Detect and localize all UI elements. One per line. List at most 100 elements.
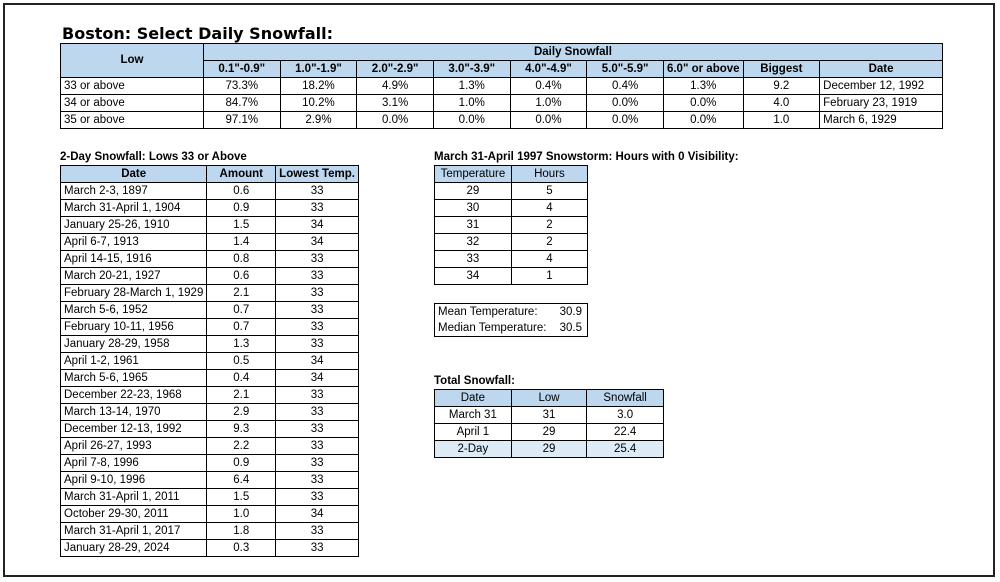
table-cell: April 14-15, 1916 bbox=[59, 250, 208, 268]
total-snowfall-title: Total Snowfall: bbox=[434, 375, 515, 387]
table-cell: March 5-6, 1965 bbox=[59, 369, 208, 387]
daily-snowfall-table: Low Daily Snowfall 0.1"-0.9" 1.0"-1.9" 2.0… bbox=[60, 43, 944, 129]
table-cell: 0.4 bbox=[206, 369, 277, 387]
table-cell: 0.8 bbox=[206, 250, 277, 268]
table-cell: 0.0% bbox=[662, 111, 744, 129]
table-cell: March 6, 1929 bbox=[819, 111, 943, 129]
table-row: 34 1 bbox=[434, 267, 589, 285]
table-cell: 33 bbox=[275, 250, 359, 268]
table-cell: 31 bbox=[434, 216, 512, 234]
table-cell: 2-Day bbox=[434, 440, 512, 458]
table-cell: 0.0% bbox=[432, 111, 511, 129]
table-row: January 25-26, 1910 1.5 34 bbox=[59, 216, 359, 234]
table-cell: April 7-8, 1996 bbox=[59, 454, 208, 472]
table-row: December 22-23, 1968 2.1 33 bbox=[59, 386, 359, 404]
table-cell: March 20-21, 1927 bbox=[59, 267, 208, 285]
table-cell: 1 bbox=[510, 267, 589, 285]
total-snowfall-table: Date Low Snowfall March 31 31 3.0 April 1 29 22… bbox=[434, 389, 664, 458]
table-cell: 1.3% bbox=[432, 77, 511, 95]
daily-snowfall-header: Daily Snowfall bbox=[202, 43, 944, 61]
table-row: April 1 29 22.4 bbox=[434, 423, 664, 441]
low-header: Low bbox=[60, 43, 204, 78]
column-header: Date bbox=[59, 165, 208, 183]
table-cell: 0.5 bbox=[206, 352, 277, 370]
table-row: April 6-7, 1913 1.4 34 bbox=[59, 233, 359, 251]
table-cell: 35 or above bbox=[60, 111, 204, 129]
table-cell: 1.0% bbox=[509, 94, 588, 112]
table-cell: 34 bbox=[275, 505, 359, 523]
table-cell: 34 bbox=[434, 267, 512, 285]
table-cell: March 5-6, 1952 bbox=[59, 301, 208, 319]
table-cell: March 2-3, 1897 bbox=[59, 182, 208, 200]
table-cell: 33 bbox=[275, 539, 359, 557]
table-cell: 1.0 bbox=[742, 111, 821, 129]
table-row: March 31 31 3.0 bbox=[434, 406, 664, 424]
table-cell: 0.6 bbox=[206, 182, 277, 200]
table-cell: 33 bbox=[275, 471, 359, 489]
table-cell: 1.3 bbox=[206, 335, 277, 353]
table-cell: 4 bbox=[510, 199, 589, 217]
table-row: 33 or above 73.3% 18.2% 4.9% 1.3% 0.4% 0.4% 1.3… bbox=[60, 77, 943, 95]
table-cell: 97.1% bbox=[202, 111, 281, 129]
two-day-title: 2-Day Snowfall: Lows 33 or Above bbox=[60, 151, 247, 163]
table-cell: 33 bbox=[275, 335, 359, 353]
table-cell: 0.0% bbox=[586, 111, 664, 129]
table-row: April 14-15, 1916 0.8 33 bbox=[59, 250, 359, 268]
table-cell: 29 bbox=[510, 423, 588, 441]
visibility-table: Temperature Hours 29 5 30 4 31 2 32 2 33 4 34 1 bbox=[434, 165, 589, 285]
table-cell: 0.0% bbox=[586, 94, 664, 112]
table-cell: 33 bbox=[275, 488, 359, 506]
table-cell: October 29-30, 2011 bbox=[59, 505, 208, 523]
visibility-title: March 31-April 1997 Snowstorm: Hours wit… bbox=[434, 151, 739, 163]
table-cell: 33 bbox=[275, 386, 359, 404]
table-cell: 0.0% bbox=[662, 94, 744, 112]
column-header: Snowfall bbox=[586, 389, 664, 407]
table-cell: 33 bbox=[275, 437, 359, 455]
table-row: March 31-April 1, 1904 0.9 33 bbox=[59, 199, 359, 217]
table-row: 30 4 bbox=[434, 199, 589, 217]
table-row: April 9-10, 1996 6.4 33 bbox=[59, 471, 359, 489]
table-row: March 5-6, 1965 0.4 34 bbox=[59, 369, 359, 387]
table-cell: 9.3 bbox=[206, 420, 277, 438]
table-cell: 33 bbox=[275, 284, 359, 302]
table-cell: December 12, 1992 bbox=[819, 77, 943, 95]
sheet-frame bbox=[3, 3, 995, 577]
table-row: 2-Day 29 25.4 bbox=[434, 440, 664, 458]
table-row: January 28-29, 1958 1.3 33 bbox=[59, 335, 359, 353]
table-cell: 33 bbox=[275, 454, 359, 472]
table-cell: April 26-27, 1993 bbox=[59, 437, 208, 455]
table-cell: 33 bbox=[434, 250, 512, 268]
table-cell: 33 bbox=[275, 182, 359, 200]
table-row: 32 2 bbox=[434, 233, 589, 251]
table-cell: 10.2% bbox=[279, 94, 358, 112]
table-cell: 30 bbox=[434, 199, 512, 217]
table-row: March 5-6, 1952 0.7 33 bbox=[59, 301, 359, 319]
table-cell: January 25-26, 1910 bbox=[59, 216, 208, 234]
mean-temperature-label: Mean Temperature: bbox=[438, 305, 538, 318]
table-cell: February 10-11, 1956 bbox=[59, 318, 208, 336]
table-cell: 25.4 bbox=[586, 440, 664, 458]
table-cell: 1.0 bbox=[206, 505, 277, 523]
table-cell: March 31-April 1, 2011 bbox=[59, 488, 208, 506]
table-row: February 28-March 1, 1929 2.1 33 bbox=[59, 284, 359, 302]
table-cell: February 28-March 1, 1929 bbox=[59, 284, 208, 302]
table-cell: 18.2% bbox=[279, 77, 358, 95]
table-cell: 29 bbox=[510, 440, 588, 458]
table-cell: 4.0 bbox=[742, 94, 821, 112]
column-header: Temperature bbox=[434, 165, 512, 183]
table-cell: 34 or above bbox=[60, 94, 204, 112]
table-cell: January 28-29, 2024 bbox=[59, 539, 208, 557]
table-cell: 2.9 bbox=[206, 403, 277, 421]
table-cell: 1.0% bbox=[432, 94, 511, 112]
table-cell: 1.8 bbox=[206, 522, 277, 540]
column-header: Amount bbox=[206, 165, 277, 183]
column-header: Hours bbox=[510, 165, 589, 183]
table-cell: 33 bbox=[275, 267, 359, 285]
table-cell: 0.7 bbox=[206, 301, 277, 319]
median-temperature-label: Median Temperature: bbox=[438, 321, 547, 334]
table-cell: March 31-April 1, 1904 bbox=[59, 199, 208, 217]
table-cell: April 9-10, 1996 bbox=[59, 471, 208, 489]
table-cell: March 31-April 1, 2017 bbox=[59, 522, 208, 540]
table-cell: 2.1 bbox=[206, 386, 277, 404]
mean-temperature-cell: Mean Temperature: 30.9 bbox=[434, 303, 588, 320]
